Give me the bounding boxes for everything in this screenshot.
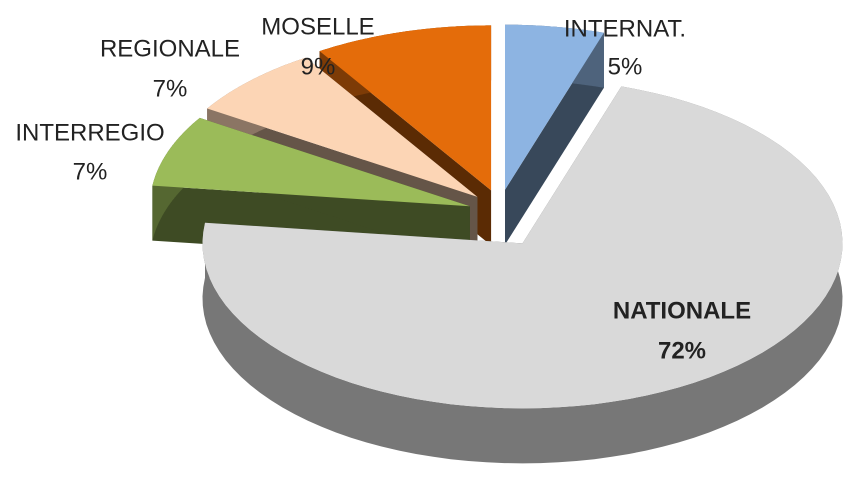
slice-label: INTERNAT.: [564, 15, 686, 42]
value-label: 5%: [608, 53, 643, 80]
slice-label: MOSELLE: [261, 13, 374, 40]
slice: [319, 25, 492, 191]
value-label: 9%: [301, 53, 336, 80]
value-label: 72%: [658, 337, 706, 364]
slice-label: INTERREGIO: [15, 119, 164, 146]
slice-label: REGIONALE: [100, 35, 240, 62]
slice: [152, 117, 470, 207]
slice: [202, 86, 843, 409]
value-label: 7%: [73, 158, 108, 185]
slice-label: NATIONALE: [613, 297, 751, 324]
slice: [207, 57, 478, 197]
slice: [505, 24, 604, 190]
slice-side: [505, 32, 604, 245]
value-label: 7%: [153, 75, 188, 102]
